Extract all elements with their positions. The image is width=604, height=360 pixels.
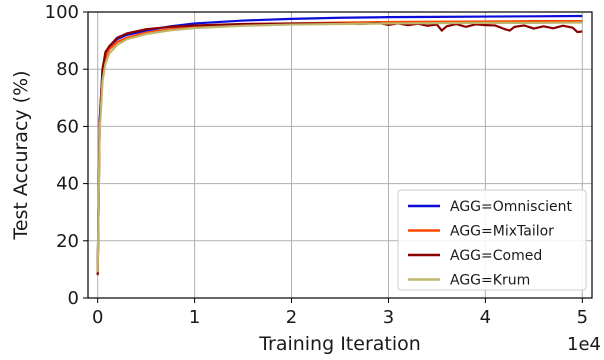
y-tick-label: 100: [45, 2, 79, 23]
x-tick-label: 5: [577, 307, 588, 328]
x-axis-multiplier: 1e4: [567, 334, 601, 355]
y-tick-label: 20: [56, 231, 79, 252]
y-tick-label: 60: [56, 116, 79, 137]
y-tick-label: 40: [56, 174, 79, 195]
legend: AGG=Omniscient AGG=MixTailor AGG=Comed AGG=…: [397, 189, 587, 291]
axis-ticks: 0 1 2 3 4 5 0 20 40 60 80 100: [45, 2, 588, 328]
series-lines: [96, 14, 583, 276]
legend-box: [397, 189, 587, 291]
series-line-agg-krum: [96, 21, 583, 273]
legend-entry-label: AGG=Comed: [450, 248, 542, 264]
plot-frame: [87, 11, 593, 299]
y-tick-label: 0: [68, 288, 79, 309]
legend-entry-label: AGG=Krum: [450, 273, 530, 289]
x-axis-label: Training Iteration: [258, 333, 421, 355]
x-tick-label: 4: [480, 307, 491, 328]
x-tick-label: 2: [286, 307, 297, 328]
x-tick-label: 3: [383, 307, 394, 328]
y-axis-label: Test Accuracy (%): [10, 70, 32, 240]
x-tick-label: 0: [92, 307, 103, 328]
legend-entry-label: AGG=Omniscient: [450, 199, 573, 215]
legend-entry-label: AGG=MixTailor: [450, 224, 554, 240]
x-tick-label: 1: [189, 307, 200, 328]
series-line-agg-comed: [96, 21, 583, 276]
y-tick-label: 80: [56, 59, 79, 80]
